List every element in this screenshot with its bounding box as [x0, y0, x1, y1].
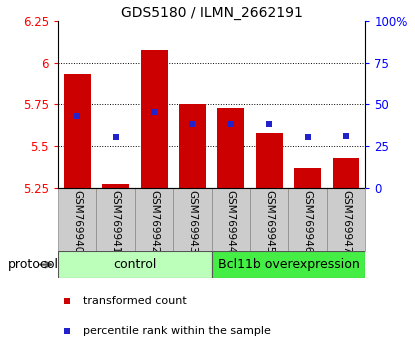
Bar: [212, 188, 250, 251]
Bar: [332, 158, 359, 188]
Text: GSM769946: GSM769946: [303, 189, 312, 253]
Bar: [327, 188, 365, 251]
Bar: [250, 188, 288, 251]
Bar: [217, 108, 244, 188]
Title: GDS5180 / ILMN_2662191: GDS5180 / ILMN_2662191: [121, 6, 303, 20]
Text: GSM769944: GSM769944: [226, 189, 236, 253]
Text: GSM769940: GSM769940: [72, 189, 82, 253]
Text: control: control: [113, 258, 156, 271]
Bar: [294, 168, 321, 188]
Bar: [173, 188, 212, 251]
Text: percentile rank within the sample: percentile rank within the sample: [83, 326, 271, 336]
Text: GSM769947: GSM769947: [341, 189, 351, 253]
Bar: [102, 184, 129, 188]
Text: GSM769945: GSM769945: [264, 189, 274, 253]
Text: protocol: protocol: [8, 258, 59, 271]
Bar: [58, 251, 212, 278]
Text: GSM769942: GSM769942: [149, 189, 159, 253]
Text: GSM769941: GSM769941: [111, 189, 121, 253]
Bar: [256, 133, 283, 188]
Bar: [64, 74, 91, 188]
Bar: [96, 188, 135, 251]
Bar: [212, 251, 365, 278]
Bar: [288, 188, 327, 251]
Text: GSM769943: GSM769943: [188, 189, 198, 253]
Text: Bcl11b overexpression: Bcl11b overexpression: [217, 258, 359, 271]
Bar: [179, 104, 206, 188]
Text: transformed count: transformed count: [83, 296, 186, 306]
Bar: [135, 188, 173, 251]
Bar: [58, 188, 96, 251]
Bar: [141, 50, 168, 188]
